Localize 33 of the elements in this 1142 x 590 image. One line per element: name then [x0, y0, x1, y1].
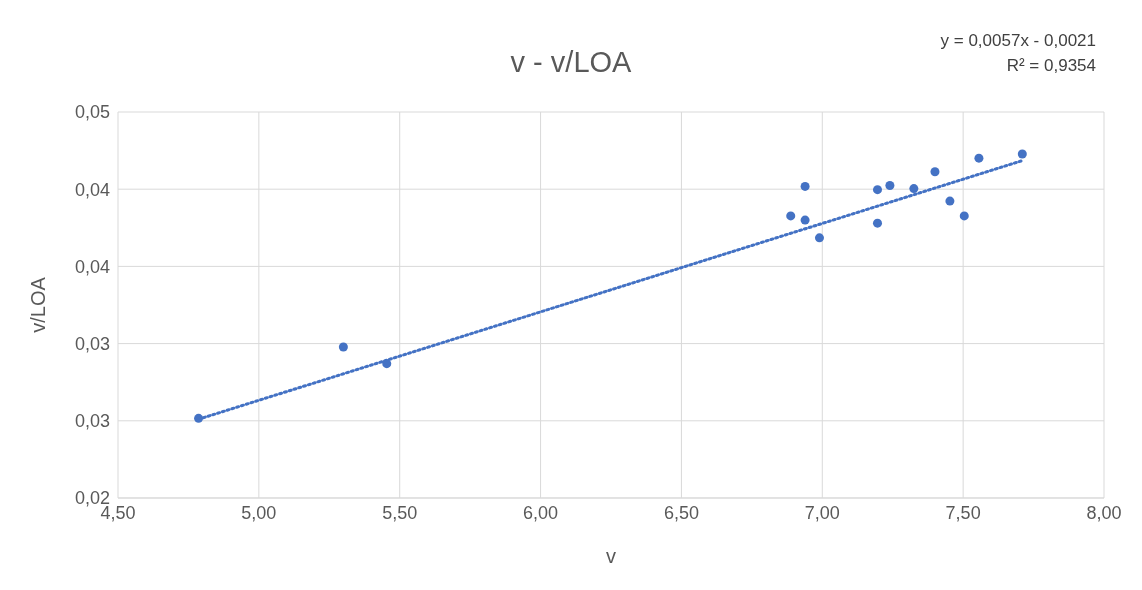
x-tick-label: 5,50: [382, 502, 418, 523]
point: [786, 211, 796, 221]
point: [909, 184, 919, 194]
text: R² = 0,9354: [1005, 55, 1096, 77]
point: [1017, 149, 1027, 159]
y-tick-label: 0,03: [74, 411, 110, 432]
x-tick-label: 5,00: [241, 502, 277, 523]
x-tick-label: 6,00: [523, 502, 559, 523]
point: [872, 185, 883, 195]
x-tick-label: 8,00: [1086, 502, 1122, 523]
point: [945, 196, 955, 206]
y-tick-label: 0,03: [74, 333, 110, 354]
x-tick-label: 6,50: [663, 502, 699, 523]
x-axis-title: v: [606, 545, 616, 567]
chart-title: v - v/LOA: [510, 46, 632, 78]
y-tick-label: 0,04: [74, 179, 110, 200]
point: [959, 211, 969, 221]
point: [814, 233, 824, 243]
point: [885, 180, 895, 190]
text: y = 0,0057x - 0,0021: [940, 30, 1096, 52]
y-axis-title: v/LOA: [27, 276, 50, 333]
point: [382, 359, 392, 369]
point: [974, 153, 984, 163]
point: [930, 167, 940, 177]
x-tick-label: 7,50: [945, 502, 981, 523]
y-tick-label: 0,04: [74, 256, 110, 277]
point: [338, 342, 348, 352]
point: [800, 181, 810, 191]
point: [800, 215, 810, 225]
point: [872, 218, 883, 228]
point: [194, 413, 204, 423]
y-tick-label: 0,05: [74, 102, 110, 123]
x-tick-label: 7,00: [804, 502, 840, 523]
